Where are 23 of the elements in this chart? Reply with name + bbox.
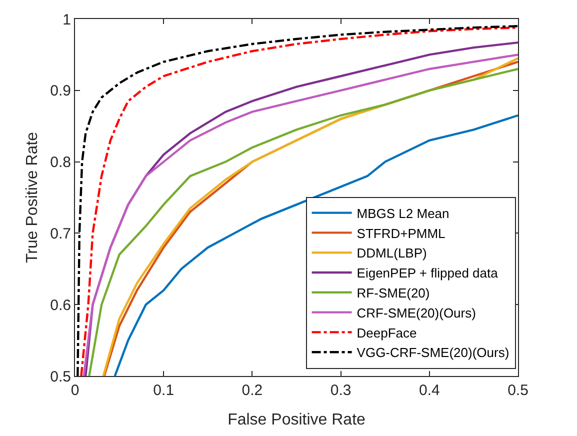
legend-label: CRF-SME(20)(Ours) [356,305,476,320]
x-tick-label: 0 [70,382,80,399]
x-tick-label: 0.4 [418,382,440,399]
y-axis-title: True Positive Rate [24,132,42,264]
x-tick-label: 0.3 [330,382,352,399]
legend-label: MBGS L2 Mean [356,206,450,221]
y-tick-label: 0.7 [50,225,71,242]
x-tick-label: 0.5 [508,382,528,399]
legend-label: EigenPEP + flipped data [356,266,499,281]
legend-label: STFRD+PMML [356,226,446,241]
y-tick-label: 0.9 [50,82,71,100]
x-tick-label: 0.1 [153,382,174,399]
x-tick-label: 0.2 [242,382,263,399]
legend-label: DDML(LBP) [356,246,427,261]
legend-label: VGG-CRF-SME(20)(Ours) [356,345,510,360]
y-tick-label: 1 [62,11,71,28]
legend-label: RF-SME(20) [356,285,430,300]
line-series [114,114,518,376]
y-tick-label: 0.6 [50,296,71,314]
y-tick-label: 0.5 [50,368,71,386]
y-tick-label: 0.8 [50,154,71,172]
x-axis-title: False Positive Rate [228,412,366,429]
legend-label: DeepFace [356,325,417,340]
